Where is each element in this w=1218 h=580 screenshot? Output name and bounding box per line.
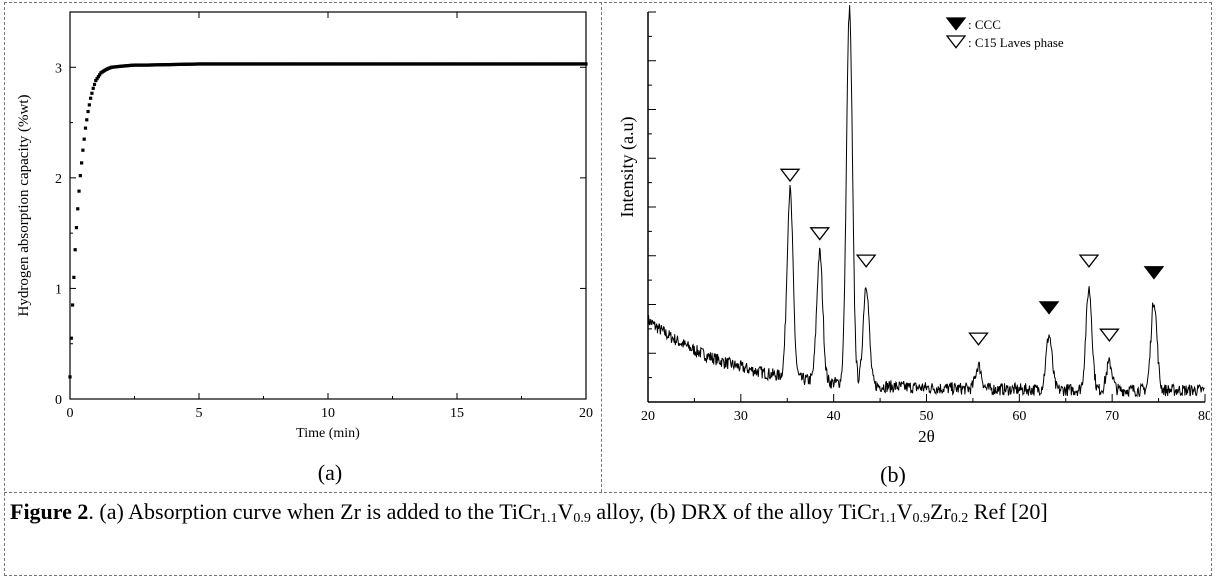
data-point	[95, 77, 99, 81]
legend-marker	[945, 17, 967, 31]
laves-peak-marker	[1078, 254, 1100, 268]
peak-markers	[779, 168, 1165, 346]
data-point	[92, 82, 97, 87]
figure-label: Figure 2	[10, 499, 89, 524]
ccc-peak-marker	[1038, 301, 1060, 315]
laves-peak-marker	[809, 227, 831, 241]
caption-text: . (a) Absorption curve when Zr is added …	[88, 499, 540, 524]
caption-sub: 0.9	[912, 511, 931, 526]
data-point	[584, 62, 588, 66]
caption-text: Ref [20]	[968, 499, 1048, 524]
laves-peak-marker	[1099, 328, 1120, 342]
figure-frame	[4, 2, 1212, 576]
data-point	[96, 75, 100, 79]
data-point	[76, 207, 80, 211]
panel-b-label: (b)	[880, 462, 906, 487]
caption-sub: 1.1	[539, 511, 558, 526]
xrd-chart: 20 30 40 50 60 70 80 2θ Intensity (a.u) : CCC : C1…	[617, 5, 1210, 446]
data-point	[68, 375, 72, 379]
panel-a-label: (a)	[317, 460, 343, 485]
data-point	[72, 275, 76, 279]
x-tick-label: 10	[321, 406, 335, 421]
laves-peak-marker	[855, 254, 877, 268]
data-point	[94, 78, 98, 83]
data-point	[85, 118, 89, 122]
caption-text: V	[896, 499, 913, 524]
caption-text: alloy, (b) DRX of the alloy TiCr	[590, 499, 880, 524]
data-point	[74, 226, 79, 230]
x-axis-label: Time (min)	[296, 426, 360, 441]
data-point	[90, 91, 94, 95]
y-axis-label: Intensity (a.u)	[617, 117, 638, 218]
data-point	[70, 303, 75, 307]
data-point	[80, 161, 84, 165]
x-tick-label: 70	[1105, 409, 1119, 424]
caption-text: V	[557, 499, 574, 524]
x-axis-label: 2θ	[918, 427, 935, 446]
data-point	[89, 96, 93, 100]
y-tick-label: 2	[55, 172, 62, 187]
x-tick-label: 80	[1198, 409, 1210, 424]
plot-frame	[69, 11, 587, 400]
caption-divider	[4, 492, 1212, 493]
legend-label: : CCC	[968, 17, 1001, 32]
panel-b: 20 30 40 50 60 70 80 2θ Intensity (a.u) : CCC : C1…	[603, 4, 1210, 490]
x-tick-label: 0	[67, 406, 74, 421]
laves-peak-marker	[779, 168, 801, 183]
data-point	[77, 189, 81, 193]
x-tick-label: 20	[641, 409, 655, 424]
legend: : CCC : C15 Laves phase	[945, 17, 1064, 50]
x-tick-label: 50	[920, 409, 934, 424]
data-point	[82, 137, 86, 141]
caption-sub: 0.2	[950, 511, 969, 526]
laves-peak-marker	[968, 332, 989, 346]
x-tick-label: 20	[579, 406, 593, 421]
x-tick-label: 30	[734, 409, 748, 424]
data-point	[69, 336, 73, 340]
xrd-pattern-line	[647, 5, 1205, 398]
data-point	[73, 248, 77, 252]
ccc-peak-marker	[1143, 266, 1165, 280]
figure-caption: Figure 2. (a) Absorption curve when Zr i…	[10, 496, 1206, 528]
panel-divider	[601, 2, 602, 492]
legend-label: : C15 Laves phase	[968, 35, 1064, 50]
caption-sub: 1.1	[879, 511, 897, 526]
data-point	[87, 103, 91, 107]
caption-sub: 0.9	[573, 511, 591, 526]
x-tick-label: 5	[196, 406, 203, 421]
data-point	[91, 86, 95, 90]
y-tick-label: 3	[55, 61, 62, 76]
data-point	[81, 148, 85, 152]
data-point	[86, 109, 90, 114]
y-axis-label: Hydrogen absorption capacity (%wt)	[16, 94, 32, 316]
caption-text: Zr	[930, 499, 951, 524]
data-point	[78, 174, 82, 178]
panel-a: 0 5 10 15 20 0 1 2 3 Time (min) Hydrogen absorptio…	[6, 4, 600, 490]
data-series	[68, 62, 588, 379]
x-tick-label: 40	[827, 409, 841, 424]
data-point	[98, 73, 102, 77]
y-tick-label: 0	[55, 393, 62, 408]
data-point	[83, 126, 88, 130]
x-tick-label: 15	[450, 406, 464, 421]
legend-marker	[945, 35, 967, 49]
x-tick-label: 60	[1012, 409, 1026, 424]
y-tick-label: 1	[55, 282, 62, 297]
absorption-chart: 0 5 10 15 20 0 1 2 3 Time (min) Hydrogen absorptio…	[16, 11, 593, 441]
